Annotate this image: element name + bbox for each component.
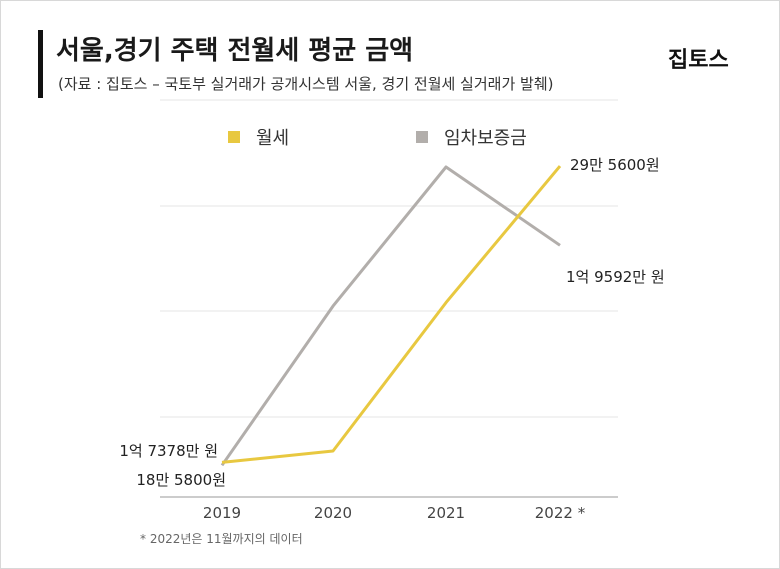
data-label: 29만 5600원 — [570, 156, 660, 174]
x-tick-label: 2019 — [203, 504, 241, 522]
data-label: 1억 7378만 원 — [119, 442, 218, 460]
footnote: * 2022년은 11월까지의 데이터 — [140, 532, 303, 546]
wolse-line — [221, 165, 562, 464]
legend-label-wolse: 월세 — [256, 128, 290, 149]
data-label: 18만 5800원 — [136, 471, 226, 489]
x-tick-label: 2020 — [314, 504, 352, 522]
legend-item-deposit: 임차보증금 — [416, 124, 527, 150]
brand-logo: 집토스 — [668, 48, 729, 73]
title-accent-bar — [38, 30, 43, 98]
legend-item-wolse: 월세 — [228, 124, 289, 150]
chart-title: 서울,경기 주택 전월세 평균 금액 — [56, 36, 414, 66]
legend-swatch-wolse — [228, 131, 240, 143]
deposit-line — [220, 165, 561, 467]
x-tick-label: 2021 — [427, 504, 465, 522]
legend-label-deposit: 임차보증금 — [444, 128, 527, 149]
legend-swatch-deposit — [416, 131, 428, 143]
data-label: 1억 9592만 원 — [566, 268, 665, 286]
x-tick-label: 2022 * — [535, 504, 586, 522]
source-note: (자료 : 집토스 – 국토부 실거래가 공개시스템 서울, 경기 전월세 실거… — [58, 75, 554, 93]
